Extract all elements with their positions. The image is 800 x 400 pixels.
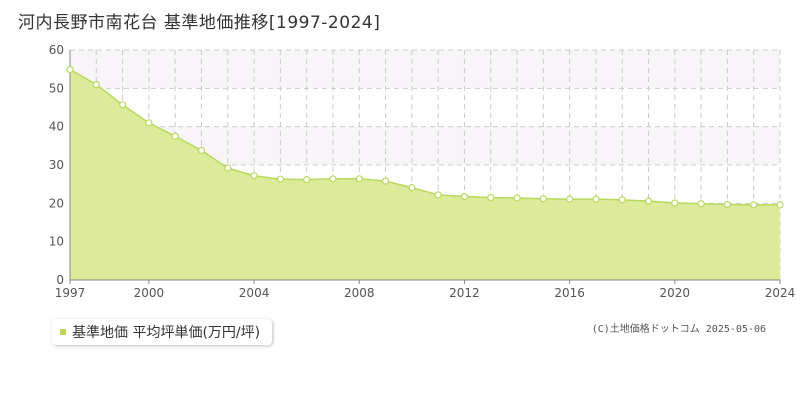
y-tick-label: 40 [49, 120, 64, 134]
x-tick-label: 2020 [660, 286, 691, 300]
data-point [592, 195, 600, 203]
grid-band [70, 50, 780, 89]
y-tick-label: 20 [49, 196, 64, 210]
series-area [70, 69, 780, 280]
data-point [145, 119, 153, 127]
chart-title: 河内長野市南花台 基準地価推移[1997-2024] [18, 13, 381, 33]
x-tick-label: 2016 [554, 286, 585, 300]
data-point [487, 193, 495, 202]
data-point [697, 200, 705, 208]
x-tick-label: 2000 [134, 286, 165, 300]
data-point [171, 132, 179, 140]
credit-text: (C)土地価格ドットコム 2025-05-06 [591, 324, 766, 335]
x-tick-label: 2024 [765, 286, 796, 300]
data-point [329, 175, 337, 183]
data-point [513, 194, 521, 202]
legend: 基準地価 平均坪単価(万円/坪) [52, 319, 273, 345]
legend-swatch [60, 329, 66, 335]
data-point [118, 101, 127, 109]
x-tick-label: 2004 [239, 286, 270, 300]
series-line [69, 68, 780, 206]
data-point [355, 175, 363, 183]
data-point [723, 200, 732, 209]
data-point [566, 195, 574, 203]
data-point [92, 80, 100, 89]
data-point [250, 172, 258, 180]
data-point [434, 191, 442, 199]
data-point [644, 197, 653, 205]
legend-label: 基準地価 平均坪単価(万円/坪) [72, 325, 261, 341]
data-point [276, 175, 284, 183]
y-tick-label: 0 [56, 273, 64, 287]
y-tick-label: 30 [49, 158, 64, 172]
data-point [408, 184, 416, 192]
data-point [197, 146, 206, 155]
y-tick-label: 10 [49, 235, 64, 249]
data-point [776, 201, 784, 209]
x-tick-label: 2008 [344, 286, 375, 300]
data-point [381, 177, 390, 185]
y-tick-label: 60 [49, 43, 64, 57]
data-point [66, 65, 74, 74]
data-point [671, 199, 679, 207]
data-point [460, 192, 469, 201]
x-tick-label: 1997 [55, 286, 86, 300]
y-tick-label: 50 [49, 81, 64, 95]
x-tick-label: 2012 [449, 286, 480, 300]
data-point [750, 201, 758, 209]
data-point [303, 175, 311, 184]
data-point [618, 196, 626, 204]
data-point [224, 164, 232, 172]
data-point [539, 195, 547, 203]
